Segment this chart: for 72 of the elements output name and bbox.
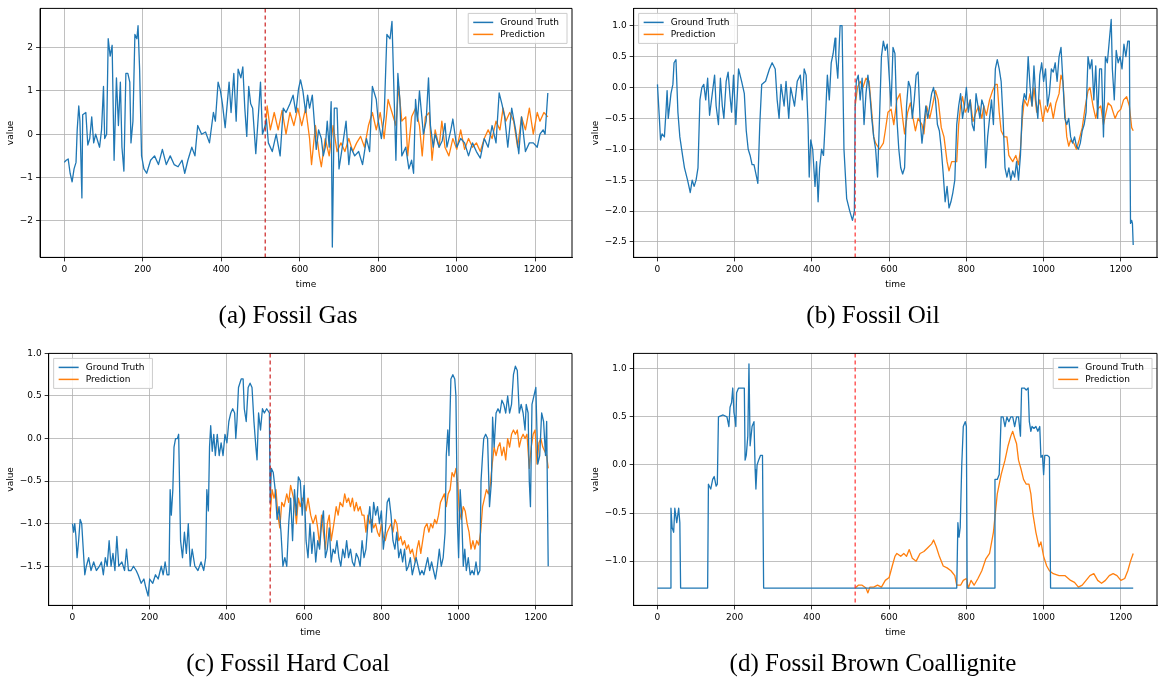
legend-label: Ground Truth xyxy=(85,361,145,372)
y-axis-title: value xyxy=(4,466,15,492)
x-tick-label: 0 xyxy=(654,264,661,275)
x-tick-label: 1200 xyxy=(1109,264,1133,275)
x-tick-label: 1200 xyxy=(524,612,548,623)
x-tick-label: 1000 xyxy=(445,264,469,275)
legend-label: Ground Truth xyxy=(670,16,730,27)
y-tick-label: 0.5 xyxy=(27,390,42,401)
y-tick-label: −1.0 xyxy=(19,518,42,529)
y-tick-label: 0.5 xyxy=(612,50,627,61)
y-tick-label: −1.5 xyxy=(19,560,42,571)
y-tick-label: 1.0 xyxy=(27,347,42,358)
y-axis-title: value xyxy=(589,466,600,492)
x-tick-label: 0 xyxy=(69,612,76,623)
legend-label: Prediction xyxy=(500,28,545,39)
x-tick-label: 600 xyxy=(880,264,899,275)
x-tick-label: 800 xyxy=(369,264,388,275)
y-tick-label: 0.0 xyxy=(27,432,42,443)
x-tick-label: 1000 xyxy=(1032,612,1056,623)
y-axis-title: value xyxy=(4,120,15,146)
x-tick-label: 600 xyxy=(880,612,899,623)
x-tick-label: 200 xyxy=(134,264,152,275)
y-tick-label: 0.0 xyxy=(612,81,627,92)
y-tick-label: −1.0 xyxy=(604,555,627,566)
x-tick-label: 600 xyxy=(295,612,314,623)
text: (d) Fossil Brown Coallignite xyxy=(729,648,1017,677)
x-tick-label: 200 xyxy=(726,264,744,275)
y-tick-label: −2.5 xyxy=(604,236,627,247)
y-tick-label: 0.5 xyxy=(612,411,627,422)
legend-label: Prediction xyxy=(85,373,131,384)
x-tick-label: 600 xyxy=(291,264,309,275)
text: (a) Fossil Gas xyxy=(218,300,358,329)
y-tick-label: 1 xyxy=(27,85,34,96)
y-tick-label: −1.0 xyxy=(604,143,627,154)
x-tick-label: 800 xyxy=(957,612,976,623)
x-tick-label: 0 xyxy=(654,612,661,623)
y-tick-label: −2.0 xyxy=(604,205,627,216)
x-tick-label: 1200 xyxy=(1109,612,1133,623)
y-tick-label: −0.5 xyxy=(604,112,627,123)
x-tick-label: 800 xyxy=(372,612,391,623)
x-tick-label: 0 xyxy=(61,264,68,275)
x-tick-label: 400 xyxy=(212,264,231,275)
x-tick-label: 1000 xyxy=(1032,264,1056,275)
x-axis-title: time xyxy=(295,278,317,289)
x-tick-label: 1200 xyxy=(523,264,547,275)
y-tick-label: 2 xyxy=(27,41,34,52)
x-axis-title: time xyxy=(885,626,906,637)
y-tick-label: 1.0 xyxy=(612,363,627,374)
legend-label: Ground Truth xyxy=(500,16,559,27)
y-tick-label: 0.0 xyxy=(612,459,627,470)
legend-label: Prediction xyxy=(1085,373,1130,384)
y-tick-label: −0.5 xyxy=(19,475,42,486)
legend-label: Ground Truth xyxy=(1085,361,1144,372)
text: (c) Fossil Hard Coal xyxy=(186,648,390,677)
legend-label: Prediction xyxy=(670,28,716,39)
text: (b) Fossil Oil xyxy=(806,300,940,329)
y-axis-title: value xyxy=(589,120,600,146)
x-tick-label: 400 xyxy=(803,612,821,623)
x-axis-title: time xyxy=(300,626,321,637)
y-tick-label: 1.0 xyxy=(612,20,627,31)
y-tick-label: −2 xyxy=(19,215,34,226)
y-tick-label: −1.5 xyxy=(604,174,627,185)
y-tick-label: −1 xyxy=(19,171,34,182)
x-tick-label: 1000 xyxy=(447,612,471,623)
x-tick-label: 200 xyxy=(141,612,159,623)
x-tick-label: 800 xyxy=(957,264,976,275)
x-tick-label: 400 xyxy=(803,264,821,275)
x-axis-title: time xyxy=(885,278,906,289)
x-tick-label: 400 xyxy=(218,612,236,623)
y-tick-label: 0 xyxy=(27,128,34,139)
x-tick-label: 200 xyxy=(726,612,744,623)
y-tick-label: −0.5 xyxy=(604,507,627,518)
